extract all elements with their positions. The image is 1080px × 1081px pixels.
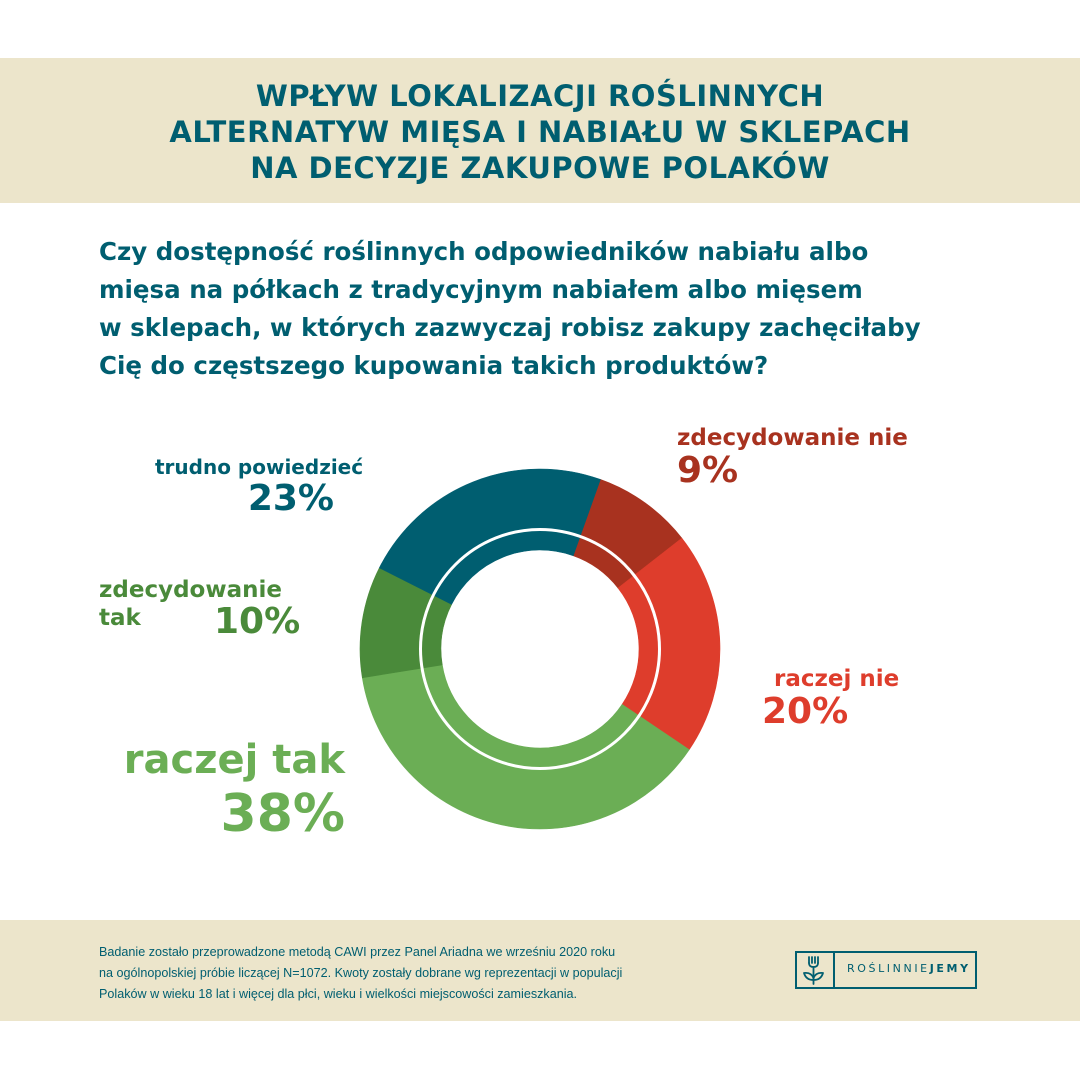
note-line: na ogólnopolskiej próbie liczącej N=1072… — [99, 966, 623, 980]
slice-label-text: zdecydowanie nie — [677, 425, 908, 451]
logo-text: ROŚLINNIEJEMY — [847, 962, 971, 975]
slice-label-text: zdecydowanie — [99, 577, 282, 603]
donut-inner-ring — [419, 528, 661, 770]
slice-value-text: 23% — [247, 478, 334, 519]
label-trudno-powiedziec: trudno powiedzieć 23% — [155, 454, 364, 519]
footer-band — [0, 920, 1080, 1021]
slice-label-text: tak — [99, 605, 141, 631]
question-line: w sklepach, w których zazwyczaj robisz z… — [99, 313, 921, 342]
survey-question: Czy dostępność roślinnych odpowiedników … — [99, 233, 979, 385]
title-line: WPŁYW LOKALIZACJI ROŚLINNYCH — [255, 79, 825, 113]
note-line: Polaków w wieku 18 lat i więcej dla płci… — [99, 987, 578, 1001]
title-line: NA DECYZJE ZAKUPOWE POLAKÓW — [250, 151, 830, 185]
header-band — [0, 58, 1080, 203]
methodology-note: Badanie zostało przeprowadzone metodą CA… — [99, 942, 622, 1005]
fork-sprout-icon — [797, 953, 835, 987]
question-line: Czy dostępność roślinnych odpowiedników … — [99, 237, 869, 266]
logo-text-bold: JEMY — [929, 962, 971, 975]
slice-value-text: 9% — [677, 450, 739, 491]
title-line: ALTERNATYW MIĘSA I NABIAŁU W SKLEPACH — [169, 115, 911, 149]
label-raczej-tak: raczej tak 38% — [100, 735, 345, 843]
slice-label-text: raczej nie — [774, 666, 900, 692]
question-line: Cię do częstszego kupowania takich produ… — [99, 351, 769, 380]
slice-value-text: 10% — [214, 601, 301, 642]
page-title: WPŁYW LOKALIZACJI ROŚLINNYCH ALTERNATYW … — [0, 78, 1080, 186]
logo-text-light: ROŚLINNIE — [847, 962, 930, 975]
slice-value-text: 38% — [220, 784, 345, 844]
slice-value-text: 20% — [762, 691, 849, 732]
label-raczej-nie: raczej nie 20% — [762, 665, 899, 731]
label-zdecydowanie-tak: zdecydowanie tak 10% — [99, 576, 309, 646]
donut-slice-trudno-powiedzieć — [378, 468, 601, 605]
label-zdecydowanie-nie: zdecydowanie nie 9% — [677, 424, 908, 490]
slice-label-text: raczej tak — [123, 737, 345, 783]
note-line: Badanie zostało przeprowadzone metodą CA… — [99, 945, 616, 959]
brand-logo: ROŚLINNIEJEMY — [795, 951, 977, 989]
slice-label-text: trudno powiedzieć — [155, 455, 364, 479]
donut-slice-raczej-tak — [361, 664, 690, 830]
question-line: mięsa na półkach z tradycyjnym nabiałem … — [99, 275, 863, 304]
